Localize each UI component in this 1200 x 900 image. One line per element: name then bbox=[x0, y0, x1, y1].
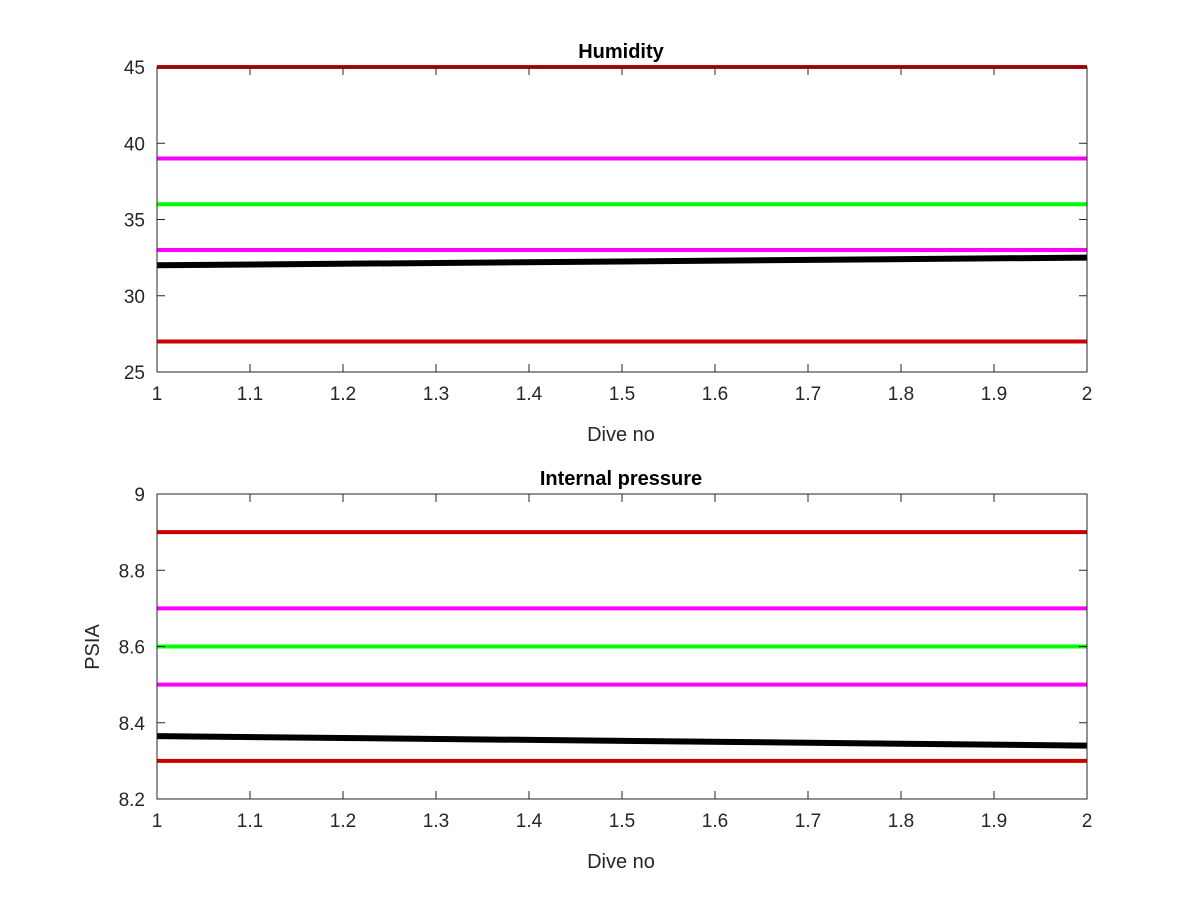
y-tick-label: 25 bbox=[124, 363, 145, 384]
x-tick-label: 1.4 bbox=[516, 384, 543, 405]
y-tick-label: 8.8 bbox=[119, 561, 145, 582]
y-tick-label: 35 bbox=[124, 211, 145, 232]
chart-title: Internal pressure bbox=[540, 468, 702, 490]
x-tick-label: 1.5 bbox=[609, 811, 635, 832]
y-tick-label: 40 bbox=[124, 134, 145, 155]
x-tick-label: 1.1 bbox=[237, 384, 263, 405]
x-tick-label: 1.6 bbox=[702, 384, 728, 405]
y-tick-label: 8.6 bbox=[119, 638, 145, 659]
y-tick-label: 9 bbox=[134, 485, 145, 506]
y-tick-label: 45 bbox=[124, 58, 145, 79]
x-tick-label: 1 bbox=[152, 384, 163, 405]
x-tick-label: 1.5 bbox=[609, 384, 635, 405]
x-tick-label: 1 bbox=[152, 811, 163, 832]
x-tick-label: 1.4 bbox=[516, 811, 543, 832]
axes-box bbox=[156, 66, 1088, 373]
x-tick-label: 1.2 bbox=[330, 811, 356, 832]
x-tick-label: 1.7 bbox=[795, 811, 821, 832]
x-tick-label: 1.9 bbox=[981, 384, 1007, 405]
series-line-4 bbox=[156, 254, 1088, 269]
internal-pressure-chart: Internal pressure 1 1.1 1.2 1.3 1.4 1.5 1.6 1.7… bbox=[82, 468, 1092, 873]
x-tick-label: 1.7 bbox=[795, 384, 821, 405]
y-tick-label: 30 bbox=[124, 287, 145, 308]
x-tick-label: 1.8 bbox=[888, 811, 914, 832]
series-line-4 bbox=[156, 733, 1088, 749]
series-layer bbox=[156, 65, 1088, 344]
x-tick-label: 2 bbox=[1082, 811, 1093, 832]
x-tick-label: 1.2 bbox=[330, 384, 356, 405]
humidity-chart: Humidity 1 1.1 1.2 1.3 1.4 1.5 1.6 1.7 1.8 1.9 2 25… bbox=[124, 41, 1092, 446]
tick-layer: 1 1.1 1.2 1.3 1.4 1.5 1.6 1.7 1.8 1.9 2 8.2 8.4 8.6 8.… bbox=[119, 485, 1093, 832]
tick-layer: 1 1.1 1.2 1.3 1.4 1.5 1.6 1.7 1.8 1.9 2 25 30 35 40 45 bbox=[124, 58, 1092, 405]
x-tick-label: 2 bbox=[1082, 384, 1093, 405]
x-tick-label: 1.1 bbox=[237, 811, 263, 832]
x-tick-label: 1.8 bbox=[888, 384, 914, 405]
x-tick-label: 1.3 bbox=[423, 384, 449, 405]
y-tick-label: 8.2 bbox=[119, 790, 145, 811]
x-tick-label: 1.9 bbox=[981, 811, 1007, 832]
series-layer bbox=[156, 530, 1088, 763]
x-axis-label: Dive no bbox=[587, 424, 655, 446]
y-axis-label: PSIA bbox=[82, 624, 104, 670]
x-axis-label: Dive no bbox=[587, 851, 655, 873]
y-tick-label: 8.4 bbox=[119, 714, 146, 735]
x-tick-label: 1.3 bbox=[423, 811, 449, 832]
x-tick-label: 1.6 bbox=[702, 811, 728, 832]
chart-title: Humidity bbox=[578, 41, 664, 63]
